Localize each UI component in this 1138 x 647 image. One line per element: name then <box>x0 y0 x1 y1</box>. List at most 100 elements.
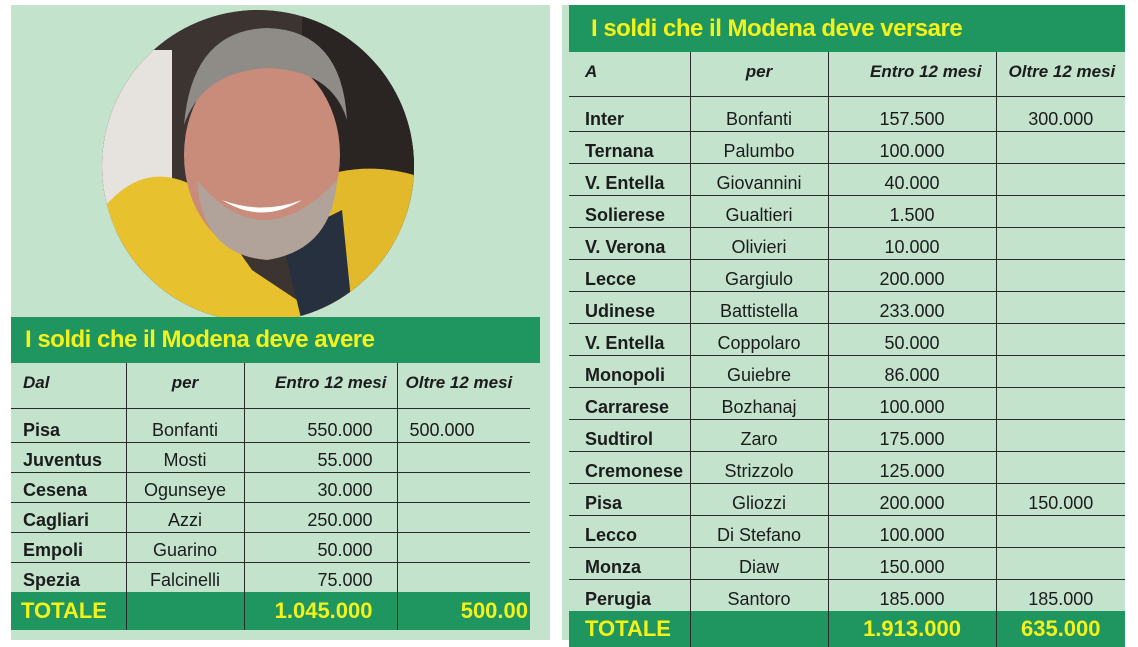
table-row: Empoli Guarino 50.000 <box>11 532 530 563</box>
player-cell: Bonfanti <box>125 408 244 443</box>
club-cell: Cagliari <box>11 502 126 533</box>
payables-table: A per Entro 12 mesi Oltre 12 mesi Inter … <box>569 52 1125 647</box>
beyond-cell <box>995 515 1125 548</box>
beyond-cell: 300.000 <box>995 96 1125 132</box>
club-cell: Cesena <box>11 472 126 503</box>
column-header-beyond-12-months: Oltre 12 mesi <box>396 363 530 409</box>
total-label: TOTALE <box>569 611 690 647</box>
club-cell: Solierese <box>569 195 690 228</box>
total-empty-cell <box>125 592 244 630</box>
within-cell: 100.000 <box>827 515 996 548</box>
club-cell: Udinese <box>569 291 690 324</box>
within-cell: 550.000 <box>243 408 397 443</box>
player-cell: Falcinelli <box>125 562 244 592</box>
player-cell: Battistella <box>689 291 828 324</box>
within-cell: 50.000 <box>827 323 996 356</box>
table-row: Cesena Ogunseye 30.000 <box>11 472 530 503</box>
table-header-row: A per Entro 12 mesi Oltre 12 mesi <box>569 52 1125 97</box>
within-cell: 200.000 <box>827 483 996 516</box>
club-cell: Monopoli <box>569 355 690 388</box>
total-within: 1.045.000 <box>243 592 397 630</box>
table-row: Solierese Gualtieri 1.500 <box>569 195 1125 228</box>
table-row: Monza Diaw 150.000 <box>569 547 1125 580</box>
table-row: Monopoli Guiebre 86.000 <box>569 355 1125 388</box>
within-cell: 125.000 <box>827 451 996 484</box>
player-cell: Mosti <box>125 442 244 473</box>
club-cell: Pisa <box>569 483 690 516</box>
beyond-cell: 185.000 <box>995 579 1125 611</box>
right-table-title: I soldi che il Modena deve versare <box>569 5 1125 52</box>
table-header-row: Dal per Entro 12 mesi Oltre 12 mesi <box>11 363 530 409</box>
beyond-cell <box>995 291 1125 324</box>
receivables-table: Dal per Entro 12 mesi Oltre 12 mesi Pisa… <box>11 363 530 630</box>
table-row: Perugia Santoro 185.000 185.000 <box>569 579 1125 611</box>
table-row: Lecce Gargiulo 200.000 <box>569 259 1125 292</box>
table-row: Lecco Di Stefano 100.000 <box>569 515 1125 548</box>
within-cell: 100.000 <box>827 131 996 164</box>
left-panel-receivables: I soldi che il Modena deve avere Dal per… <box>11 5 550 640</box>
beyond-cell <box>396 562 530 592</box>
beyond-cell <box>995 131 1125 164</box>
player-cell: Strizzolo <box>689 451 828 484</box>
player-cell: Giovannini <box>689 163 828 196</box>
club-cell: Empoli <box>11 532 126 563</box>
right-panel-payables: I soldi che il Modena deve versare A per… <box>562 5 1125 647</box>
club-cell: Inter <box>569 96 690 132</box>
table-row: Inter Bonfanti 157.500 300.000 <box>569 96 1125 132</box>
total-row: TOTALE 1.913.000 635.000 <box>569 611 1125 647</box>
within-cell: 75.000 <box>243 562 397 592</box>
within-cell: 86.000 <box>827 355 996 388</box>
beyond-cell <box>995 547 1125 580</box>
player-cell: Gliozzi <box>689 483 828 516</box>
table-row: Carrarese Bozhanaj 100.000 <box>569 387 1125 420</box>
beyond-cell <box>995 163 1125 196</box>
table-row: Udinese Battistella 233.000 <box>569 291 1125 324</box>
club-cell: Spezia <box>11 562 126 592</box>
player-cell: Bonfanti <box>689 96 828 132</box>
table-row: Pisa Bonfanti 550.000 500.000 <box>11 408 530 443</box>
player-cell: Olivieri <box>689 227 828 260</box>
beyond-cell <box>995 387 1125 420</box>
beyond-cell <box>995 259 1125 292</box>
beyond-cell <box>396 442 530 473</box>
within-cell: 175.000 <box>827 419 996 452</box>
column-header-beyond-12-months: Oltre 12 mesi <box>995 52 1125 97</box>
club-cell: V. Entella <box>569 163 690 196</box>
within-cell: 40.000 <box>827 163 996 196</box>
player-cell: Guiebre <box>689 355 828 388</box>
beyond-cell: 500.000 <box>396 408 530 443</box>
player-cell: Zaro <box>689 419 828 452</box>
within-cell: 50.000 <box>243 532 397 563</box>
player-cell: Santoro <box>689 579 828 611</box>
club-cell: V. Entella <box>569 323 690 356</box>
club-cell: Ternana <box>569 131 690 164</box>
total-within: 1.913.000 <box>827 611 996 647</box>
within-cell: 233.000 <box>827 291 996 324</box>
club-cell: Lecco <box>569 515 690 548</box>
club-cell: V. Verona <box>569 227 690 260</box>
table-row: Juventus Mosti 55.000 <box>11 442 530 473</box>
player-cell: Guarino <box>125 532 244 563</box>
table-row: Cagliari Azzi 250.000 <box>11 502 530 533</box>
table-row: V. Verona Olivieri 10.000 <box>569 227 1125 260</box>
total-beyond: 500.00 <box>396 592 530 630</box>
beyond-cell <box>995 227 1125 260</box>
beyond-cell <box>995 355 1125 388</box>
column-header-to: A <box>585 62 598 81</box>
player-cell: Diaw <box>689 547 828 580</box>
column-header-from: Dal <box>23 373 50 392</box>
player-cell: Coppolaro <box>689 323 828 356</box>
column-header-for: per <box>125 363 244 409</box>
beyond-cell: 150.000 <box>995 483 1125 516</box>
within-cell: 30.000 <box>243 472 397 503</box>
club-cell: Cremonese <box>569 451 690 484</box>
player-cell: Di Stefano <box>689 515 828 548</box>
table-row: Pisa Gliozzi 200.000 150.000 <box>569 483 1125 516</box>
player-cell: Azzi <box>125 502 244 533</box>
club-cell: Lecce <box>569 259 690 292</box>
player-cell: Gargiulo <box>689 259 828 292</box>
total-label: TOTALE <box>11 592 126 630</box>
within-cell: 185.000 <box>827 579 996 611</box>
player-cell: Palumbo <box>689 131 828 164</box>
beyond-cell <box>995 419 1125 452</box>
